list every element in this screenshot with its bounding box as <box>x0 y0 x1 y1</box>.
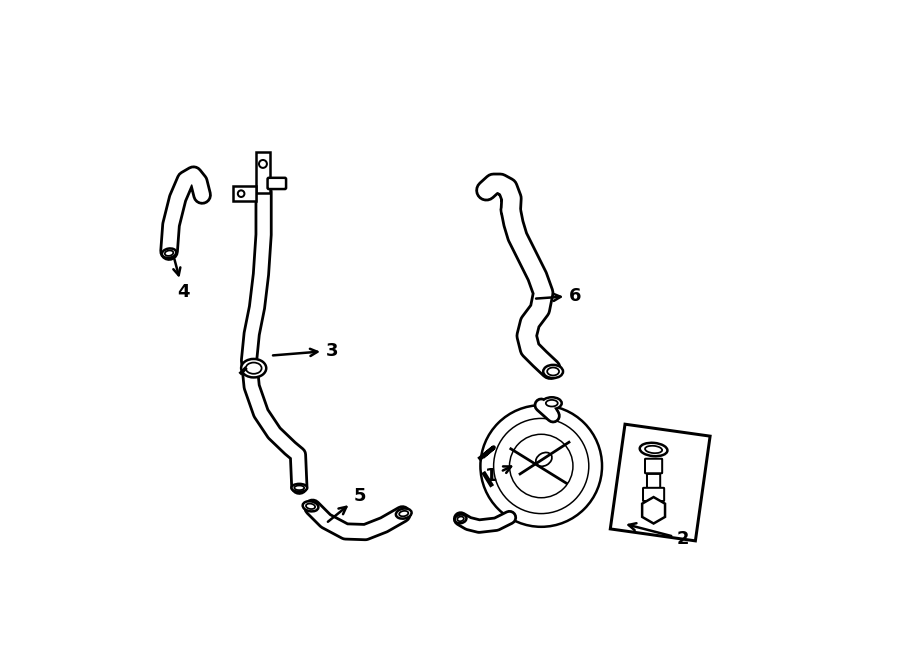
Text: 5: 5 <box>328 487 366 522</box>
FancyBboxPatch shape <box>647 474 661 488</box>
FancyBboxPatch shape <box>267 178 286 189</box>
Circle shape <box>481 405 602 527</box>
Ellipse shape <box>396 508 411 519</box>
Text: 1: 1 <box>485 467 511 485</box>
Text: 6: 6 <box>536 287 581 305</box>
Ellipse shape <box>241 359 266 377</box>
Polygon shape <box>610 424 710 541</box>
FancyBboxPatch shape <box>643 488 664 501</box>
Text: 2: 2 <box>628 524 689 548</box>
Ellipse shape <box>162 249 176 258</box>
Polygon shape <box>642 497 665 524</box>
Ellipse shape <box>302 501 319 512</box>
Text: 3: 3 <box>273 342 338 360</box>
Ellipse shape <box>544 365 563 378</box>
Ellipse shape <box>640 443 668 456</box>
FancyBboxPatch shape <box>256 152 269 193</box>
FancyBboxPatch shape <box>645 459 662 473</box>
Ellipse shape <box>454 514 466 524</box>
Ellipse shape <box>542 397 562 409</box>
FancyBboxPatch shape <box>233 186 256 201</box>
Text: 4: 4 <box>174 259 190 301</box>
Ellipse shape <box>292 484 307 492</box>
